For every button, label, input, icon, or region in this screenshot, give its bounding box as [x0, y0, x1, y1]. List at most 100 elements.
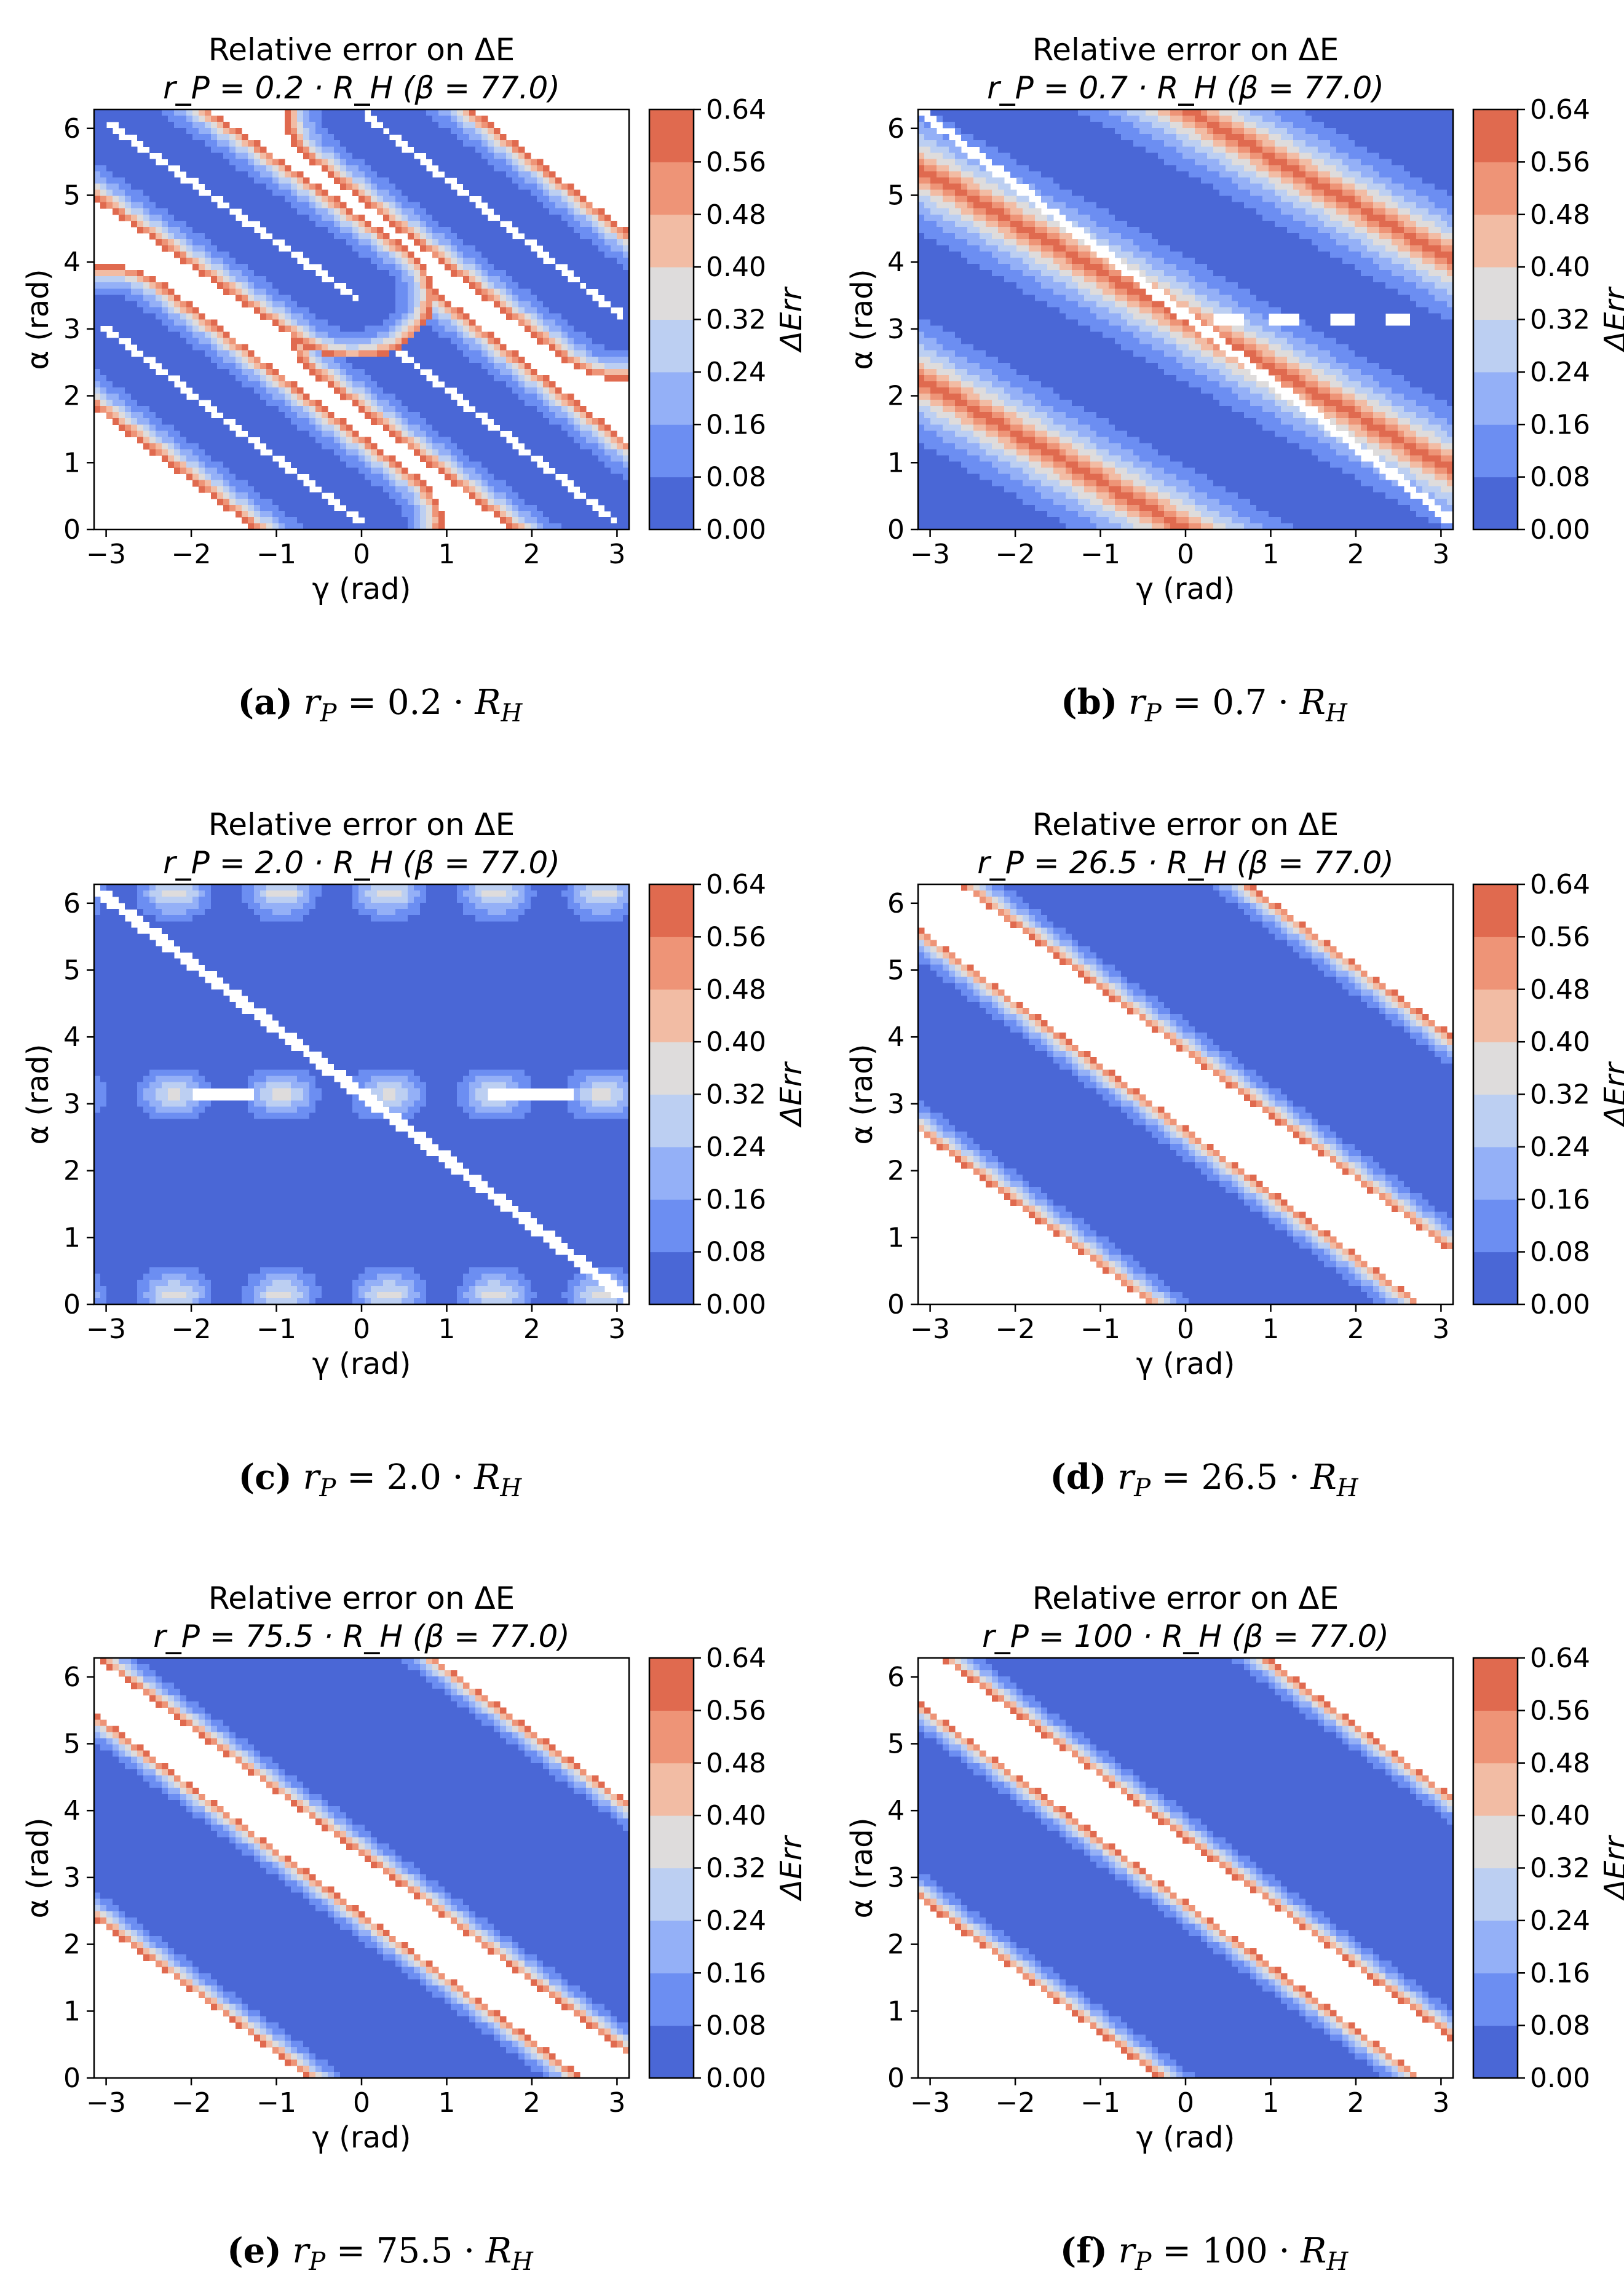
heatmap-cell [512, 140, 519, 147]
heatmap-cell [426, 196, 433, 203]
heatmap-cell [199, 165, 205, 172]
heatmap-cell [340, 134, 347, 141]
heatmap-cell [143, 184, 150, 191]
heatmap-cell [285, 190, 291, 197]
heatmap-cell [186, 116, 193, 122]
heatmap-cell [119, 140, 125, 147]
heatmap-cell [180, 140, 187, 147]
heatmap-cell [506, 165, 513, 172]
heatmap-cell [156, 177, 162, 184]
heatmap-cell [106, 116, 113, 122]
heatmap-cell [162, 184, 168, 191]
heatmap-cell [426, 171, 433, 178]
heatmap-cell [100, 202, 107, 209]
heatmap-cell [383, 215, 390, 221]
heatmap-cell [414, 202, 421, 209]
heatmap-cell [131, 109, 138, 116]
heatmap-cell [371, 190, 378, 197]
heatmap-cell [525, 196, 531, 203]
heatmap-cell [365, 171, 371, 178]
heatmap-cell [309, 153, 316, 159]
heatmap-cell [254, 196, 261, 203]
heatmap-cell [506, 215, 513, 221]
heatmap-cell [229, 171, 236, 178]
heatmap-cell [494, 128, 501, 135]
heatmap-cell [494, 190, 501, 197]
heatmap-cell [248, 215, 255, 221]
heatmap-cell [223, 215, 230, 221]
heatmap-cell [125, 122, 132, 129]
heatmap-cell [481, 153, 488, 159]
heatmap-cell [525, 208, 531, 215]
heatmap-cell [352, 109, 359, 116]
heatmap-cell [291, 116, 298, 122]
heatmap-cell [537, 208, 544, 215]
heatmap-cell [488, 196, 494, 203]
heatmap-cell [395, 171, 402, 178]
heatmap-cell [106, 153, 113, 159]
heatmap-cell [377, 128, 384, 135]
heatmap-cell [365, 184, 371, 191]
heatmap-cell [199, 202, 205, 209]
heatmap-cell [494, 140, 501, 147]
heatmap-cell [272, 171, 279, 178]
heatmap-cell [94, 134, 101, 141]
heatmap-cell [260, 171, 267, 178]
heatmap-cell [371, 128, 378, 135]
heatmap-cell [131, 208, 138, 215]
heatmap-cell [580, 196, 587, 203]
heatmap-cell [309, 122, 316, 129]
heatmap-cell [322, 196, 328, 203]
heatmap-cell [217, 215, 224, 221]
heatmap-cell [377, 184, 384, 191]
heatmap-cell [162, 202, 168, 209]
heatmap-cell [260, 215, 267, 221]
heatmap-cell [488, 128, 494, 135]
heatmap-cell [211, 165, 218, 172]
heatmap-cell [199, 128, 205, 135]
heatmap-cell [174, 177, 181, 184]
heatmap-cell [156, 122, 162, 129]
heatmap-cell [297, 196, 304, 203]
heatmap-cell [236, 177, 242, 184]
heatmap-cell [531, 215, 537, 221]
heatmap-cell [543, 215, 550, 221]
heatmap-cell [192, 122, 199, 129]
heatmap-cell [137, 202, 144, 209]
heatmap-cell [217, 116, 224, 122]
heatmap-cell [371, 140, 378, 147]
heatmap-cell [445, 140, 451, 147]
heatmap-cell [494, 184, 501, 191]
heatmap-cell [94, 184, 101, 191]
heatmap-cell [205, 153, 212, 159]
heatmap-cell [186, 128, 193, 135]
heatmap-cell [199, 153, 205, 159]
heatmap-cell [346, 215, 353, 221]
heatmap-cell [149, 140, 156, 147]
heatmap-cell [297, 116, 304, 122]
heatmap-cell [432, 122, 439, 129]
heatmap-cell [186, 196, 193, 203]
heatmap-cell [223, 122, 230, 129]
heatmap-cell [119, 177, 125, 184]
heatmap-cell [242, 184, 248, 191]
heatmap-cell [383, 109, 390, 116]
heatmap-cell [137, 171, 144, 178]
heatmap-cell [143, 171, 150, 178]
heatmap-cell [402, 159, 408, 165]
heatmap-cell [272, 165, 279, 172]
heatmap-cell [389, 202, 396, 209]
heatmap-cell [223, 165, 230, 172]
heatmap-cell [162, 134, 168, 141]
heatmap-cell [420, 190, 427, 197]
heatmap-cell [451, 122, 457, 129]
heatmap-cell [180, 208, 187, 215]
heatmap-cell [328, 140, 335, 147]
heatmap-cell [549, 196, 556, 203]
heatmap-cell [408, 202, 414, 209]
heatmap-cell [488, 190, 494, 197]
heatmap-cell [414, 171, 421, 178]
heatmap-cell [149, 190, 156, 197]
heatmap-cell [297, 215, 304, 221]
heatmap-cell [236, 171, 242, 178]
